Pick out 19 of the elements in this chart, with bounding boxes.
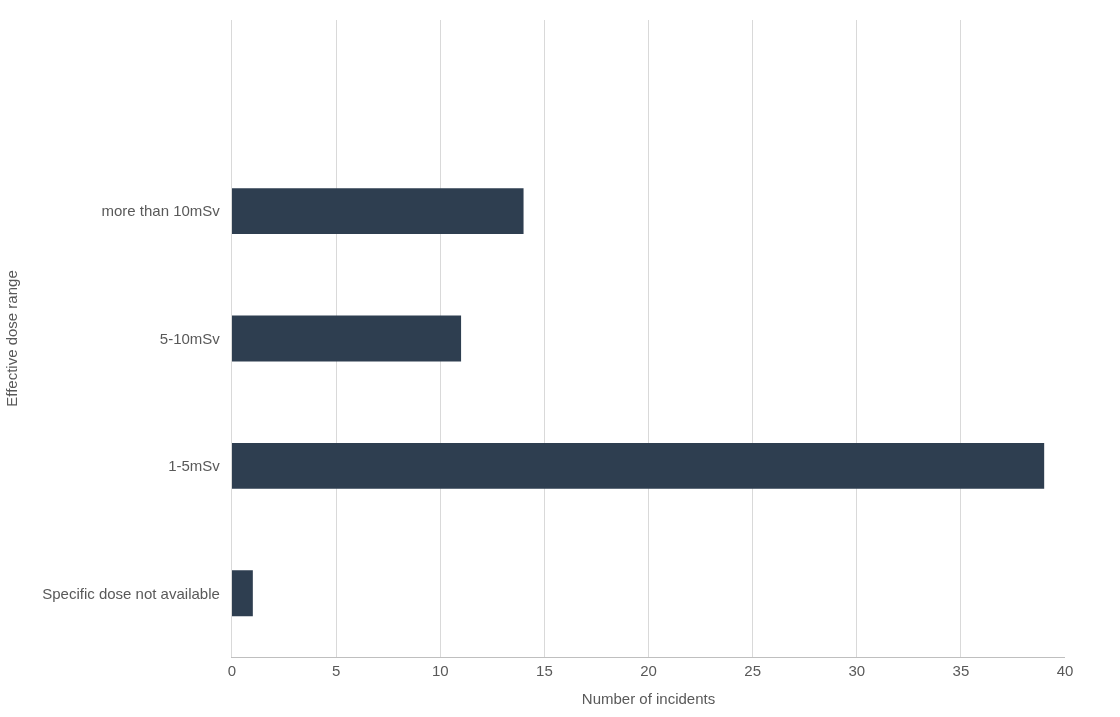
x-tick-label: 20 bbox=[640, 662, 657, 680]
y-tick-label: more than 10mSv bbox=[101, 202, 221, 220]
x-tick-label: 35 bbox=[952, 662, 970, 680]
y-tick-label: 1-5mSv bbox=[168, 457, 221, 475]
y-tick-label: Specific dose not available bbox=[42, 584, 220, 602]
y-tick-label: 5-10mSv bbox=[159, 329, 221, 347]
x-tick-label: 0 bbox=[227, 662, 237, 680]
x-tick-label: 25 bbox=[744, 662, 761, 680]
bar bbox=[232, 442, 1045, 489]
bar bbox=[232, 188, 524, 235]
x-tick-label: 40 bbox=[1056, 662, 1074, 680]
y-axis-title: Effective dose range bbox=[3, 270, 21, 407]
x-tick-label: 5 bbox=[331, 662, 341, 680]
bar bbox=[232, 315, 462, 362]
x-tick-label: 10 bbox=[431, 662, 449, 680]
x-tick-label: 15 bbox=[536, 662, 553, 680]
bar bbox=[232, 570, 253, 617]
x-axis-title: Number of incidents bbox=[581, 690, 716, 708]
x-tick-label: 30 bbox=[848, 662, 866, 680]
